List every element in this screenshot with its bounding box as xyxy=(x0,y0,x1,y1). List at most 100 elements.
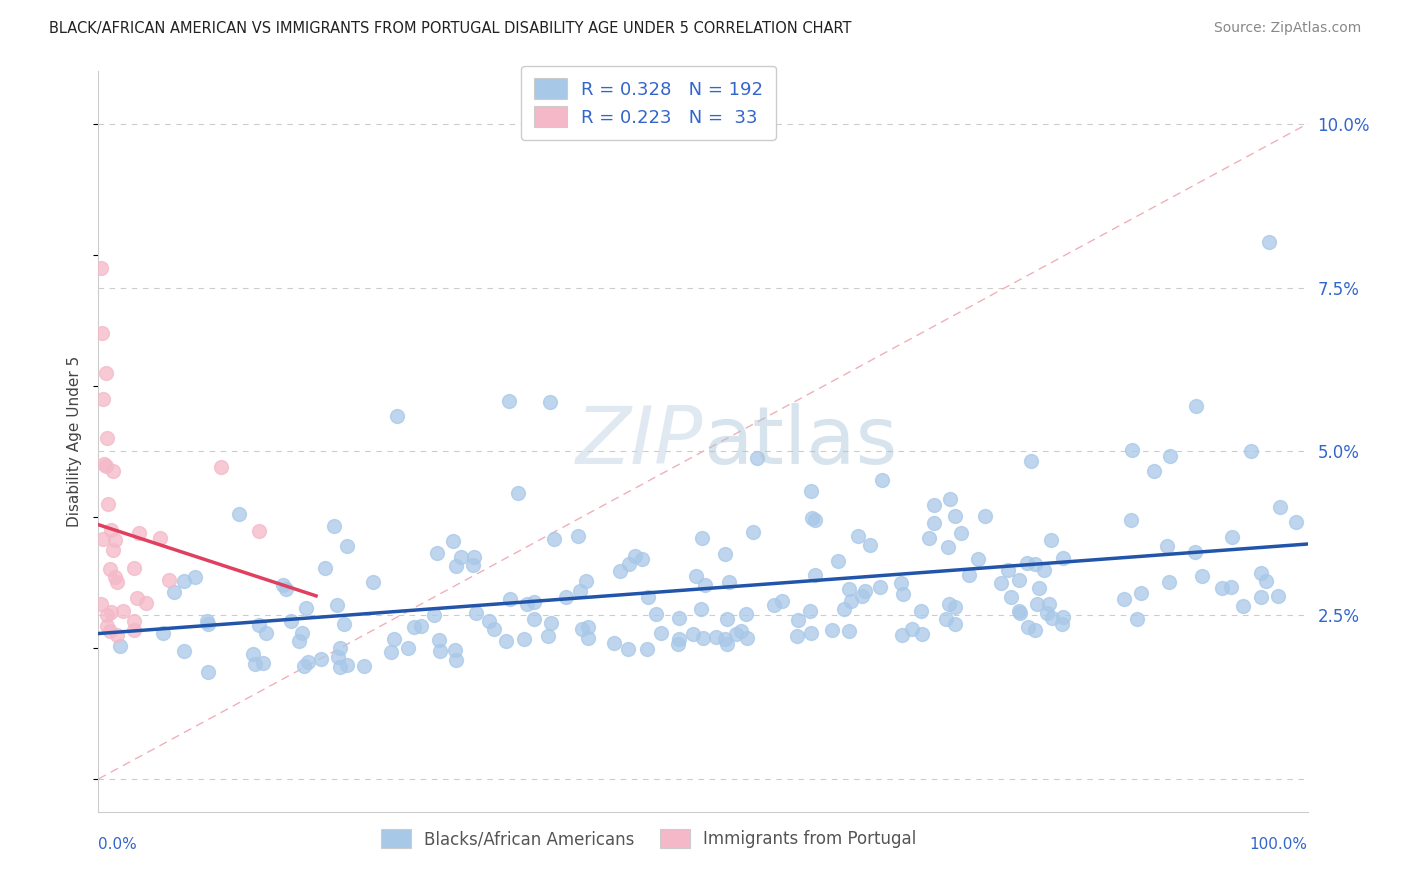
Point xyxy=(311,652,333,666)
Point xyxy=(603,636,626,650)
Point xyxy=(108,639,131,653)
Point xyxy=(396,640,419,655)
Point xyxy=(735,631,758,645)
Point xyxy=(949,526,972,541)
Point xyxy=(336,539,359,553)
Point xyxy=(990,575,1012,590)
Point xyxy=(98,624,121,639)
Point xyxy=(252,656,274,670)
Point xyxy=(576,620,599,634)
Point xyxy=(101,464,124,478)
Text: 100.0%: 100.0% xyxy=(1250,837,1308,852)
Point xyxy=(668,632,690,646)
Point xyxy=(1026,597,1049,611)
Point xyxy=(90,597,112,611)
Point xyxy=(478,614,501,628)
Point xyxy=(105,627,128,641)
Point xyxy=(128,525,150,540)
Point xyxy=(1017,620,1039,634)
Point xyxy=(1285,515,1308,529)
Point xyxy=(690,531,713,545)
Point xyxy=(967,551,990,566)
Point xyxy=(735,607,758,622)
Point xyxy=(747,451,769,466)
Point xyxy=(1050,617,1073,632)
Point xyxy=(197,665,219,679)
Point xyxy=(209,459,232,474)
Text: atlas: atlas xyxy=(703,402,897,481)
Point xyxy=(804,513,827,527)
Point xyxy=(569,584,592,599)
Point xyxy=(1024,623,1046,637)
Point xyxy=(461,558,484,572)
Point xyxy=(280,615,302,629)
Point xyxy=(1040,611,1063,625)
Point xyxy=(100,523,122,537)
Point xyxy=(1130,586,1153,600)
Point xyxy=(538,395,561,409)
Point xyxy=(869,581,891,595)
Point xyxy=(96,607,118,622)
Point xyxy=(799,604,821,618)
Point xyxy=(104,570,127,584)
Point xyxy=(122,561,145,575)
Point xyxy=(1232,599,1254,613)
Point xyxy=(183,570,205,584)
Text: 0.0%: 0.0% xyxy=(98,837,138,852)
Point xyxy=(450,550,472,565)
Point xyxy=(637,591,659,605)
Point xyxy=(832,602,855,616)
Point xyxy=(1010,606,1032,620)
Point xyxy=(98,562,121,576)
Point xyxy=(576,631,599,645)
Point xyxy=(314,561,336,575)
Point xyxy=(821,623,844,637)
Point xyxy=(1008,574,1031,588)
Point xyxy=(567,528,589,542)
Point xyxy=(361,575,384,590)
Point xyxy=(936,540,959,554)
Point xyxy=(695,578,717,592)
Point xyxy=(382,632,405,647)
Text: ZIP: ZIP xyxy=(575,402,703,481)
Point xyxy=(247,524,270,539)
Point xyxy=(704,630,727,644)
Point xyxy=(96,431,118,445)
Point xyxy=(1038,597,1060,611)
Point xyxy=(292,659,315,673)
Point xyxy=(1040,533,1063,547)
Point xyxy=(254,626,277,640)
Point xyxy=(943,599,966,614)
Point xyxy=(197,617,219,632)
Point xyxy=(499,592,522,607)
Point xyxy=(716,612,738,626)
Point xyxy=(1114,592,1136,607)
Point xyxy=(101,542,124,557)
Point xyxy=(149,532,172,546)
Point xyxy=(353,658,375,673)
Point xyxy=(617,642,640,657)
Point xyxy=(1119,513,1142,527)
Point xyxy=(291,626,314,640)
Point xyxy=(770,594,793,608)
Point xyxy=(1121,443,1143,458)
Point xyxy=(636,641,658,656)
Point xyxy=(404,620,426,634)
Point xyxy=(938,597,960,611)
Point xyxy=(938,492,960,507)
Point xyxy=(900,623,922,637)
Point xyxy=(122,623,145,637)
Point xyxy=(163,585,186,599)
Point xyxy=(495,634,517,648)
Point xyxy=(543,532,565,546)
Point xyxy=(804,567,827,582)
Point xyxy=(1015,557,1038,571)
Point xyxy=(100,605,122,619)
Point xyxy=(1250,566,1272,581)
Point xyxy=(513,632,536,647)
Point xyxy=(105,575,128,590)
Point xyxy=(645,607,668,621)
Point xyxy=(891,587,914,601)
Point xyxy=(333,617,356,632)
Point xyxy=(1019,454,1042,468)
